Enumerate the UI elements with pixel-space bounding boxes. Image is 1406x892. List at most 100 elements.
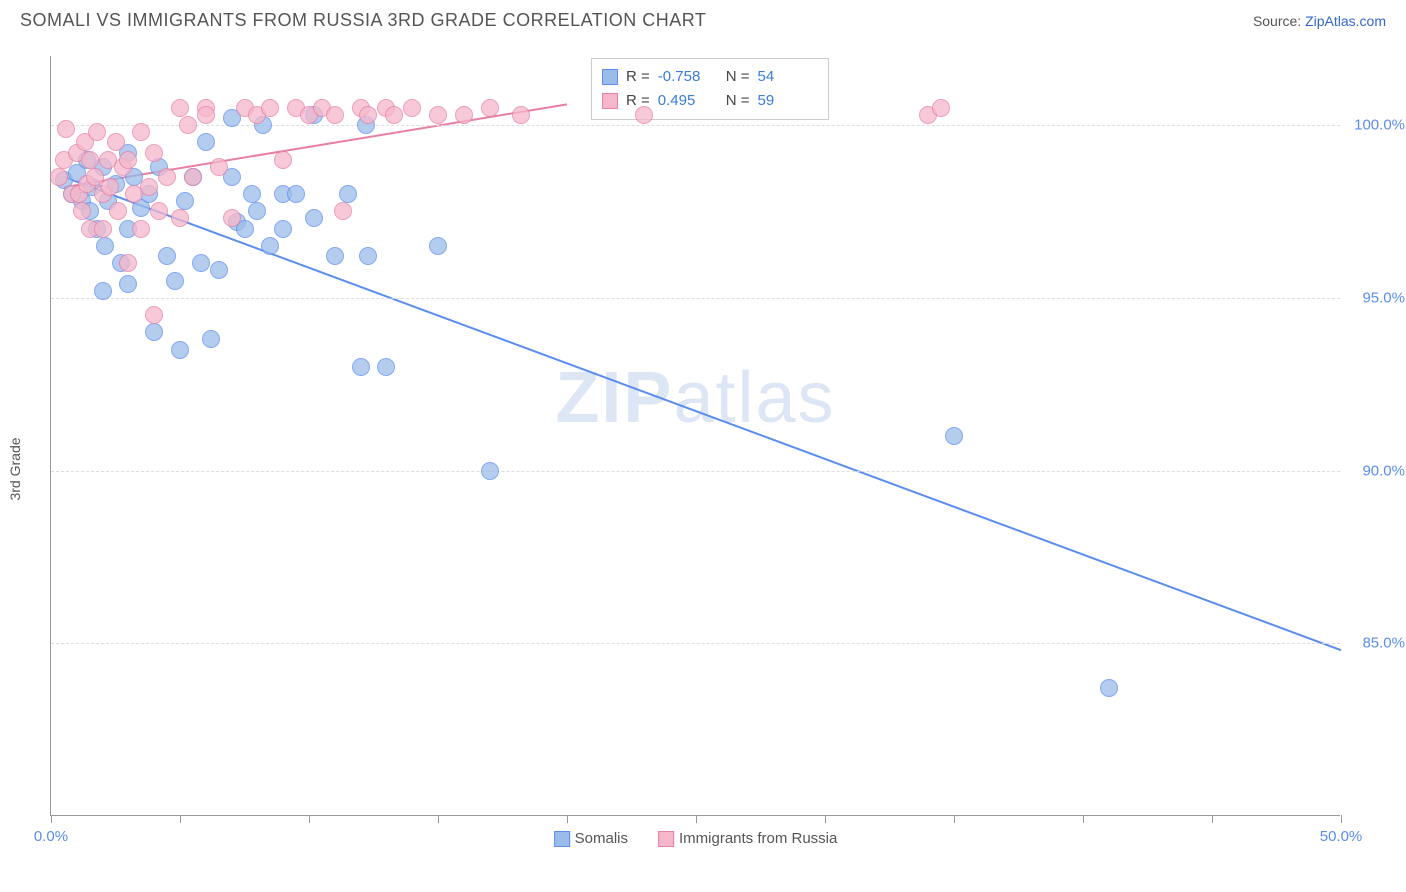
y-tick-label: 100.0% <box>1354 117 1405 134</box>
data-point-somalis <box>429 237 447 255</box>
data-point-russia <box>455 106 473 124</box>
legend-label: Immigrants from Russia <box>679 830 837 847</box>
data-point-russia <box>119 151 137 169</box>
y-tick-label: 85.0% <box>1362 635 1405 652</box>
data-point-russia <box>171 99 189 117</box>
legend: Somalis Immigrants from Russia <box>554 830 838 847</box>
data-point-somalis <box>94 282 112 300</box>
data-point-russia <box>326 106 344 124</box>
data-point-somalis <box>339 185 357 203</box>
y-axis-label: 3rd Grade <box>7 437 23 500</box>
stats-swatch-icon <box>602 69 618 85</box>
legend-label: Somalis <box>575 830 628 847</box>
data-point-russia <box>119 254 137 272</box>
x-tick <box>567 815 568 823</box>
data-point-russia <box>73 202 91 220</box>
data-point-somalis <box>377 358 395 376</box>
data-point-somalis <box>171 341 189 359</box>
grid-line <box>51 643 1340 644</box>
grid-line <box>51 298 1340 299</box>
stats-n-label: N = <box>726 89 750 113</box>
watermark-atlas: atlas <box>673 358 835 438</box>
data-point-somalis <box>1100 679 1118 697</box>
data-point-russia <box>481 99 499 117</box>
stats-row-russia: R =0.495N =59 <box>602 89 818 113</box>
data-point-somalis <box>176 192 194 210</box>
x-tick-label: 50.0% <box>1320 828 1363 845</box>
data-point-somalis <box>158 247 176 265</box>
trend-lines-svg <box>51 56 1340 815</box>
data-point-russia <box>81 151 99 169</box>
stats-swatch-icon <box>602 93 618 109</box>
stats-r-label: R = <box>626 65 650 89</box>
stats-n-label: N = <box>726 65 750 89</box>
x-tick <box>180 815 181 823</box>
data-point-russia <box>932 99 950 117</box>
data-point-somalis <box>119 275 137 293</box>
x-tick <box>309 815 310 823</box>
x-tick <box>1212 815 1213 823</box>
data-point-russia <box>429 106 447 124</box>
data-point-russia <box>210 158 228 176</box>
x-tick <box>1083 815 1084 823</box>
data-point-somalis <box>352 358 370 376</box>
data-point-somalis <box>202 330 220 348</box>
data-point-russia <box>109 202 127 220</box>
chart-title: SOMALI VS IMMIGRANTS FROM RUSSIA 3RD GRA… <box>20 10 706 31</box>
data-point-russia <box>385 106 403 124</box>
data-point-somalis <box>261 237 279 255</box>
data-point-somalis <box>945 427 963 445</box>
data-point-somalis <box>359 247 377 265</box>
stats-n-value: 59 <box>758 89 818 113</box>
y-tick-label: 95.0% <box>1362 289 1405 306</box>
data-point-somalis <box>197 133 215 151</box>
source-label: Source: ZipAtlas.com <box>1253 13 1386 29</box>
data-point-russia <box>88 123 106 141</box>
legend-item-somalis: Somalis <box>554 830 628 847</box>
data-point-somalis <box>326 247 344 265</box>
grid-line <box>51 125 1340 126</box>
data-point-russia <box>512 106 530 124</box>
data-point-russia <box>179 116 197 134</box>
trend-line-somalis <box>64 177 1341 650</box>
data-point-somalis <box>96 237 114 255</box>
data-point-somalis <box>243 185 261 203</box>
data-point-somalis <box>305 209 323 227</box>
x-tick <box>825 815 826 823</box>
plot-area: ZIPatlas R =-0.758N =54R =0.495N =59 Som… <box>50 56 1340 816</box>
data-point-russia <box>403 99 421 117</box>
stats-row-somalis: R = -0.758 N = 54 <box>602 65 818 89</box>
data-point-russia <box>50 168 68 186</box>
data-point-russia <box>635 106 653 124</box>
data-point-russia <box>132 220 150 238</box>
watermark: ZIPatlas <box>555 357 835 439</box>
title-row: SOMALI VS IMMIGRANTS FROM RUSSIA 3RD GRA… <box>0 0 1406 36</box>
data-point-somalis <box>274 220 292 238</box>
data-point-russia <box>145 144 163 162</box>
data-point-russia <box>171 209 189 227</box>
source-link[interactable]: ZipAtlas.com <box>1305 13 1386 29</box>
y-tick-label: 90.0% <box>1362 462 1405 479</box>
data-point-russia <box>94 220 112 238</box>
data-point-russia <box>274 151 292 169</box>
data-point-russia <box>145 306 163 324</box>
data-point-somalis <box>192 254 210 272</box>
grid-line <box>51 471 1340 472</box>
x-tick-label: 0.0% <box>34 828 68 845</box>
x-tick <box>51 815 52 823</box>
data-point-russia <box>107 133 125 151</box>
data-point-russia <box>158 168 176 186</box>
data-point-russia <box>223 209 241 227</box>
stats-r-value: 0.495 <box>658 89 718 113</box>
stats-n-value: 54 <box>758 65 818 89</box>
legend-swatch-icon <box>554 831 570 847</box>
legend-swatch-icon <box>658 831 674 847</box>
stats-r-value: -0.758 <box>658 65 718 89</box>
data-point-russia <box>101 178 119 196</box>
x-tick <box>696 815 697 823</box>
data-point-russia <box>57 120 75 138</box>
data-point-russia <box>334 202 352 220</box>
x-tick <box>1341 815 1342 823</box>
data-point-somalis <box>145 323 163 341</box>
stats-box: R = -0.758 N = 54R = 0.495 N = 59 <box>591 58 829 120</box>
